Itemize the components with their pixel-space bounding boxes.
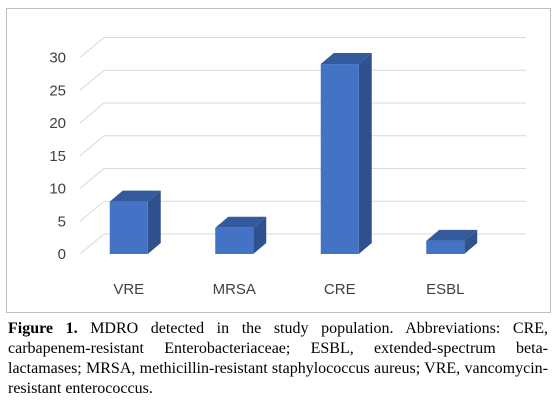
gridline	[79, 69, 526, 91]
gridline	[79, 168, 526, 189]
gridline	[79, 102, 526, 124]
y-tick-label: 5	[58, 213, 66, 230]
bar-front-face	[215, 227, 254, 254]
chart-area	[6, 8, 551, 313]
y-tick-label: 25	[49, 82, 66, 99]
gridline	[79, 37, 526, 58]
bar-front-face	[426, 240, 465, 254]
y-axis-ticks: 0 5 10 15 20 25 30	[49, 50, 66, 264]
x-tick-label: CRE	[324, 281, 356, 298]
grid-lines	[79, 37, 526, 255]
bar-side-face	[464, 229, 478, 254]
bars	[109, 53, 478, 254]
caption-label: Figure 1.	[8, 320, 78, 337]
bar-esbl	[426, 229, 478, 254]
gridline	[79, 200, 526, 222]
bar-cre	[320, 53, 372, 254]
bar-vre	[109, 190, 161, 254]
bar-mrsa	[215, 216, 267, 254]
bar-front-face	[320, 64, 359, 254]
bar-top-face	[320, 53, 372, 65]
x-axis-labels: VRE MRSA CRE ESBL	[113, 281, 464, 298]
caption-text: MDRO detected in the study population. A…	[8, 320, 549, 397]
bar-side-face	[358, 53, 372, 254]
bar-top-face	[215, 216, 267, 228]
y-tick-label: 15	[49, 148, 66, 165]
y-tick-label: 0	[58, 246, 66, 263]
y-tick-label: 30	[49, 50, 66, 67]
gridline	[79, 135, 526, 157]
x-tick-label: ESBL	[426, 281, 464, 298]
x-tick-label: VRE	[113, 281, 144, 298]
gridline	[79, 233, 526, 255]
bar-chart: 0 5 10 15 20 25 30 VRE MRSA CRE ESBL	[49, 37, 526, 298]
x-tick-label: MRSA	[213, 281, 256, 298]
bar-top-face	[109, 190, 161, 202]
figure-caption: Figure 1. MDRO detected in the study pop…	[8, 319, 548, 399]
bar-side-face	[147, 190, 161, 254]
bar-top-face	[426, 229, 478, 241]
bar-side-face	[253, 216, 267, 254]
y-tick-label: 20	[49, 115, 66, 132]
y-tick-label: 10	[49, 181, 66, 198]
bar-front-face	[109, 201, 148, 254]
